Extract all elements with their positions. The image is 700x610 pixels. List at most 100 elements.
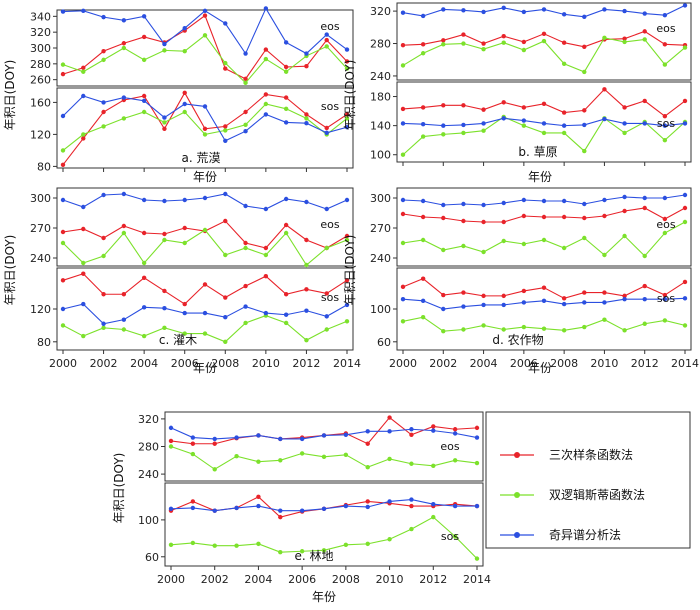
eos-point — [409, 427, 414, 432]
eos-point — [400, 10, 406, 15]
eos-point — [602, 252, 607, 258]
sos-point — [121, 116, 127, 121]
eos-point — [243, 51, 248, 56]
sos-point — [321, 548, 327, 553]
sos-point — [582, 122, 587, 128]
eos-point — [202, 8, 208, 13]
sos-point — [461, 304, 466, 309]
sos-point — [409, 526, 414, 532]
sos-point — [561, 328, 567, 333]
panel-title: b. 草原 — [518, 145, 557, 159]
eos-point — [481, 202, 486, 208]
sos-point — [263, 92, 269, 97]
sos-point — [321, 506, 327, 512]
eos-point — [101, 235, 106, 241]
sos-point — [81, 271, 86, 276]
sos-point — [304, 287, 309, 292]
sos-point — [400, 121, 406, 126]
eos-point — [343, 432, 349, 437]
eos-point — [321, 454, 327, 460]
eos-point — [541, 214, 547, 220]
eos-point — [452, 431, 458, 436]
eos-point — [162, 41, 167, 47]
sos-point — [202, 331, 208, 336]
eos-point — [561, 198, 567, 204]
sos-point — [304, 112, 309, 117]
sos-point — [299, 549, 305, 554]
sos-point — [501, 116, 506, 121]
sos-ytick-label: 100 — [370, 303, 391, 316]
sos-point — [283, 120, 289, 125]
eos-point — [304, 64, 309, 69]
eos-point — [81, 260, 86, 266]
eos-point — [182, 48, 187, 54]
eos-frame — [56, 187, 354, 267]
eos-point — [622, 194, 627, 200]
eos-ytick-label: 270 — [30, 222, 51, 235]
sos-point — [278, 514, 283, 520]
sos-point — [682, 98, 688, 104]
eos-point — [60, 71, 66, 77]
sos-point — [501, 327, 506, 332]
sos-point — [283, 312, 289, 317]
eos-point — [344, 66, 350, 71]
sos-point — [243, 129, 248, 134]
x-tick-label: 2008 — [550, 357, 578, 370]
x-tick-label: 2010 — [590, 357, 618, 370]
sos-point — [60, 323, 66, 328]
sos-point — [521, 123, 527, 128]
eos-frame — [396, 187, 692, 267]
eos-point — [81, 65, 86, 70]
eos-point — [304, 51, 309, 56]
eos-point — [212, 441, 217, 446]
eos-point — [324, 32, 329, 37]
x-axis-label: 年份 — [193, 170, 217, 184]
eos-point — [263, 56, 269, 62]
sos-point — [121, 292, 127, 297]
sos-point — [481, 121, 486, 126]
eos-point — [461, 218, 466, 224]
eos-point — [299, 451, 305, 456]
sos-point — [182, 101, 187, 107]
y-axis-labels: 年积日(DOY) 年积日(DOY) 年积日(DOY) 年积日(DOY) 年积日(DOY) — [3, 60, 357, 524]
sos-point — [622, 293, 627, 299]
eos-point — [243, 245, 248, 251]
eos-point — [223, 191, 228, 197]
legend-swatch-point — [514, 492, 520, 498]
sos-frame — [164, 482, 484, 567]
sos-point — [344, 116, 350, 121]
sos-point — [541, 285, 547, 290]
sos-point — [278, 549, 283, 555]
eos-point — [190, 435, 196, 440]
x-tick-label: 2006 — [171, 357, 199, 370]
sos-point — [141, 275, 147, 281]
eos-point — [409, 432, 414, 437]
panel-2: 240 280 320 100 140 180 b. 草原 eos sos — [370, 2, 692, 166]
x-axis-label: 年份 — [528, 361, 552, 375]
eos-point — [202, 195, 208, 201]
sos-point — [101, 292, 106, 297]
sos-point — [521, 300, 527, 305]
eos-point — [420, 198, 426, 204]
eos-point — [400, 240, 406, 246]
eos-point — [602, 7, 607, 12]
eos-point — [662, 12, 668, 18]
eos-point — [190, 441, 196, 446]
eos-point — [101, 192, 106, 198]
eos-point — [642, 37, 647, 42]
sos-point — [461, 103, 466, 108]
sos-point — [223, 315, 228, 320]
eos-point — [121, 230, 127, 236]
sos-point — [162, 305, 167, 311]
eos-point — [168, 444, 174, 449]
sos-point — [60, 148, 66, 153]
eos-point — [344, 233, 350, 239]
sos-point — [202, 132, 208, 137]
eos-point — [461, 32, 466, 37]
sos-point — [441, 292, 446, 298]
eos-point — [582, 14, 587, 19]
eos-point — [283, 69, 289, 74]
eos-point — [561, 61, 567, 66]
eos-point — [182, 26, 187, 31]
eos-point — [256, 459, 261, 464]
